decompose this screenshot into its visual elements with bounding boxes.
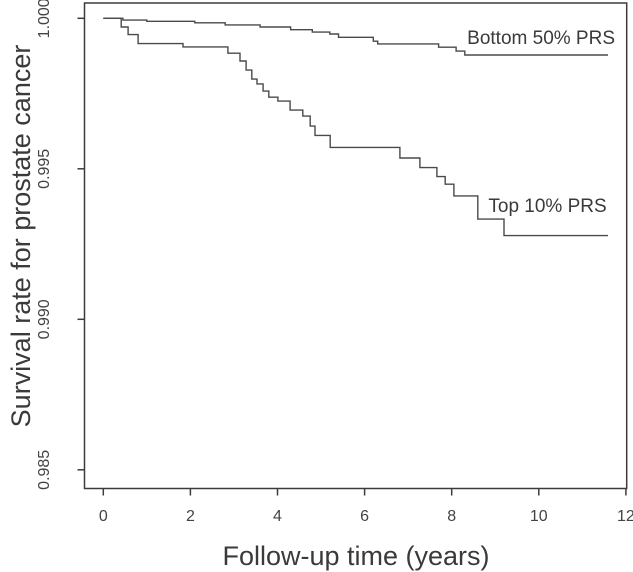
x-tick-label: 2 (186, 508, 195, 525)
x-tick-label: 4 (273, 508, 282, 525)
x-tick-label: 10 (530, 508, 548, 525)
curve-label-bottom50: Bottom 50% PRS (467, 28, 615, 49)
y-tick-label: 0.985 (36, 450, 53, 490)
x-tick-label: 8 (447, 508, 456, 525)
x-tick-label: 12 (617, 508, 633, 525)
x-axis-title: Follow-up time (years) (222, 541, 489, 571)
y-tick-label: 0.995 (36, 149, 53, 189)
km-curve-top-10-prs (103, 17, 608, 237)
curve-label-top10: Top 10% PRS (488, 196, 606, 217)
axis-ticks: 0 2 4 6 8 10 12 0.985 0.990 0.995 1.000 (36, 0, 633, 525)
km-curve-bottom-50-prs (103, 17, 608, 56)
x-tick-label: 0 (99, 508, 108, 525)
y-tick-label: 1.000 (36, 0, 53, 38)
plot-frame (83, 2, 628, 490)
km-curves (103, 17, 608, 237)
y-axis-title: Survival rate for prostate cancer (6, 45, 36, 428)
y-tick-label: 0.990 (36, 299, 53, 339)
x-tick-label: 6 (360, 508, 369, 525)
